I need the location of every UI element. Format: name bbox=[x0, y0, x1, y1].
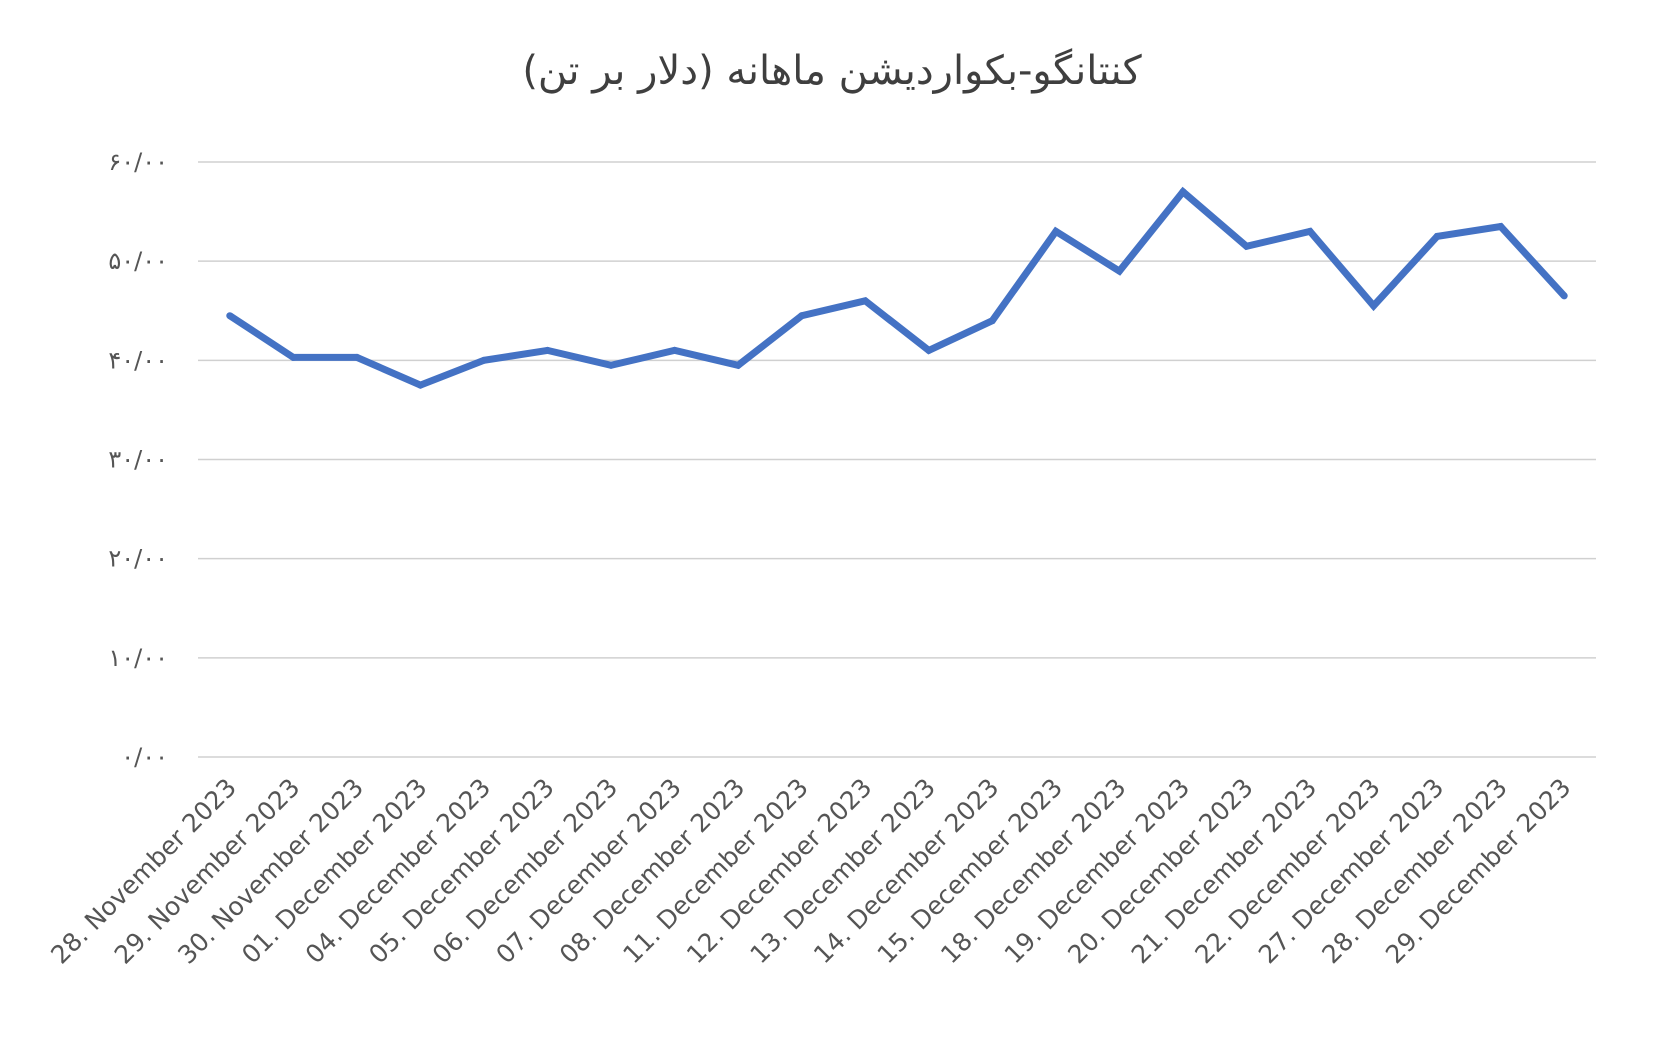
y-tick-label: ۵۰/۰۰ bbox=[108, 247, 168, 275]
y-tick-label: ۲۰/۰۰ bbox=[108, 545, 168, 573]
y-tick-label: ۳۰/۰۰ bbox=[108, 446, 168, 474]
series-group bbox=[226, 186, 1568, 389]
y-tick-label: ۰/۰۰ bbox=[121, 743, 168, 771]
data-point bbox=[607, 361, 615, 369]
data-point bbox=[671, 346, 679, 354]
y-tick-label: ۴۰/۰۰ bbox=[108, 346, 168, 374]
data-point bbox=[925, 346, 933, 354]
data-point bbox=[1179, 188, 1187, 196]
data-point bbox=[1433, 232, 1441, 240]
data-point bbox=[226, 312, 234, 320]
y-tick-label: ۶۰/۰۰ bbox=[108, 148, 168, 176]
data-point bbox=[861, 297, 869, 305]
data-point bbox=[1370, 302, 1378, 310]
data-point bbox=[988, 317, 996, 325]
data-point bbox=[1306, 227, 1314, 235]
series-line bbox=[227, 186, 1567, 389]
gridlines bbox=[198, 161, 1596, 758]
data-point bbox=[416, 381, 424, 389]
data-point bbox=[353, 353, 361, 361]
data-point bbox=[289, 353, 297, 361]
data-point bbox=[544, 346, 551, 354]
data-point bbox=[480, 356, 488, 364]
data-point bbox=[1115, 267, 1123, 275]
data-point bbox=[1497, 222, 1505, 230]
y-tick-label: ۱۰/۰۰ bbox=[108, 644, 168, 672]
data-point bbox=[734, 361, 742, 369]
y-axis-ticks: ۰/۰۰ ۱۰/۰۰ ۲۰/۰۰ ۳۰/۰۰ ۴۰/۰۰ ۵۰/۰۰ ۶۰/۰۰ bbox=[108, 148, 168, 771]
data-point bbox=[798, 312, 806, 320]
chart-title: کنتانگو-بکواردیشن ماهانه (دلار بر تن) bbox=[522, 48, 1142, 94]
data-point bbox=[1560, 292, 1568, 300]
data-point bbox=[1243, 242, 1250, 250]
data-point bbox=[1052, 227, 1060, 235]
